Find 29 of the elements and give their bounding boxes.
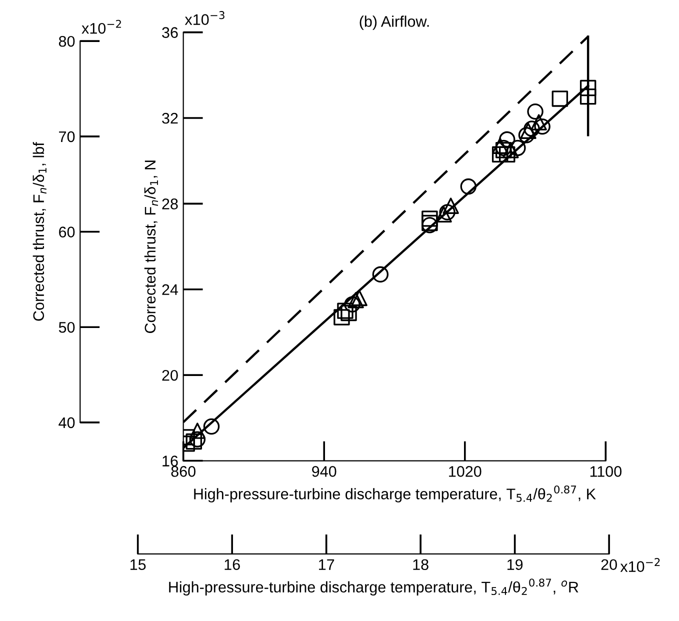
y-axis-title: Corrected thrust, F$_{n}$/δ$_{1}$, N xyxy=(144,160,158,333)
x-tick-label: 1100 xyxy=(590,466,622,477)
x-tick-label: 860 xyxy=(171,466,196,477)
chart-title: (b) Airflow. xyxy=(360,16,429,30)
x2-tick-label: 16 xyxy=(224,559,240,570)
y-tick-label: 28 xyxy=(162,198,178,210)
x2-tick-label: 17 xyxy=(318,559,334,570)
y2-tick-label: 60 xyxy=(59,226,75,238)
y-tick-label: 16 xyxy=(162,456,178,466)
x-axis-title: High-pressure-turbine discharge temperature, T$_{5.4}$/θ$_{2}$$^{0.87}$, K xyxy=(194,485,596,502)
y-tick-label: 32 xyxy=(162,112,178,124)
y2-axis-title: Corrected thrust, F$_{n}$/δ$_{1}$, lbf xyxy=(32,142,46,321)
x2-axis-title: High-pressure-turbine discharge temperature, T$_{5.4}$/θ$_{2}$$^{0.87}$, $^{o}$R xyxy=(169,578,578,596)
text: x10$^{−2}$ xyxy=(82,20,121,34)
y-tick-label: 36 xyxy=(162,27,178,38)
x2-tick-label: 19 xyxy=(507,559,523,570)
x-tick-label: 1020 xyxy=(449,466,482,477)
y-tick-label: 24 xyxy=(162,284,178,295)
text: x10$^{−3}$ xyxy=(184,11,224,25)
y2-tick-label: 80 xyxy=(58,36,75,47)
y-tick-label: 20 xyxy=(162,370,178,381)
x2-tick-label: 20 xyxy=(601,559,617,570)
text: x10$^{−2}$ xyxy=(620,558,660,572)
y2-tick-label: 70 xyxy=(59,131,75,142)
x2-tick-label: 15 xyxy=(130,559,146,570)
y2-tick-label: 40 xyxy=(58,417,75,428)
x-tick-label: 940 xyxy=(312,466,336,477)
x2-tick-label: 18 xyxy=(413,559,428,570)
y2-tick-label: 50 xyxy=(58,322,75,333)
